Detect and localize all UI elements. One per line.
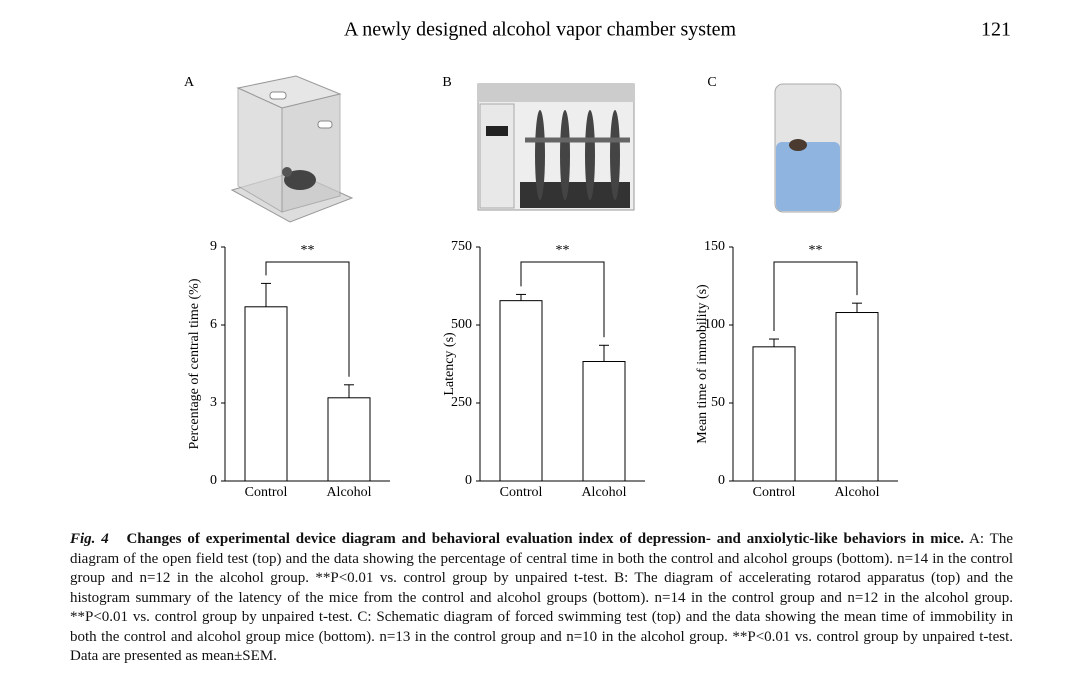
page-number: 121 — [981, 19, 1011, 41]
y-tick-label: 0 — [718, 473, 725, 488]
significance-bracket — [265, 261, 350, 377]
caption-label: Fig. 4 — [70, 531, 109, 547]
y-tick-label: 9 — [210, 239, 217, 254]
x-tick-label: Alcohol — [834, 485, 879, 500]
y-tick-label: 0 — [465, 473, 472, 488]
panel-label: A — [184, 75, 195, 90]
forced-swim-image — [774, 83, 842, 213]
y-tick-label: 750 — [451, 239, 472, 254]
bar — [582, 361, 626, 482]
significance-bracket — [520, 261, 605, 338]
significance-label: ** — [301, 243, 315, 258]
running-title: A newly designed alcohol vapor chamber s… — [344, 19, 737, 41]
panel-label: B — [442, 75, 451, 90]
panel-label: C — [707, 75, 716, 90]
x-tick-label: Alcohol — [326, 485, 371, 500]
y-axis-label: Latency (s) — [442, 332, 457, 396]
y-tick-label: 100 — [704, 317, 725, 332]
y-tick-label: 500 — [451, 317, 472, 332]
bar — [327, 397, 371, 482]
y-tick-label: 6 — [210, 317, 217, 332]
open-field-image — [230, 75, 354, 223]
figure-caption: Fig. 4 Changes of experimental device di… — [70, 530, 1013, 667]
bar — [244, 306, 288, 482]
bar — [752, 346, 796, 482]
caption-title: Changes of experimental device diagram a… — [126, 531, 964, 547]
y-tick-label: 0 — [210, 473, 217, 488]
bar — [835, 312, 879, 482]
y-tick-label: 150 — [704, 239, 725, 254]
caption-text: A: The diagram of the open field test (t… — [70, 531, 1013, 664]
rotarod-image — [477, 83, 635, 211]
significance-label: ** — [556, 243, 570, 258]
x-tick-label: Control — [753, 485, 796, 500]
y-tick-label: 250 — [451, 395, 472, 410]
significance-bracket — [773, 261, 858, 332]
bar — [499, 300, 543, 482]
x-tick-label: Alcohol — [581, 485, 626, 500]
significance-label: ** — [809, 243, 823, 258]
x-tick-label: Control — [245, 485, 288, 500]
y-tick-label: 3 — [210, 395, 217, 410]
x-tick-label: Control — [500, 485, 543, 500]
y-tick-label: 50 — [711, 395, 725, 410]
y-axis-label: Percentage of central time (%) — [187, 278, 202, 449]
y-axis-label: Mean time of immobility (s) — [695, 284, 710, 444]
